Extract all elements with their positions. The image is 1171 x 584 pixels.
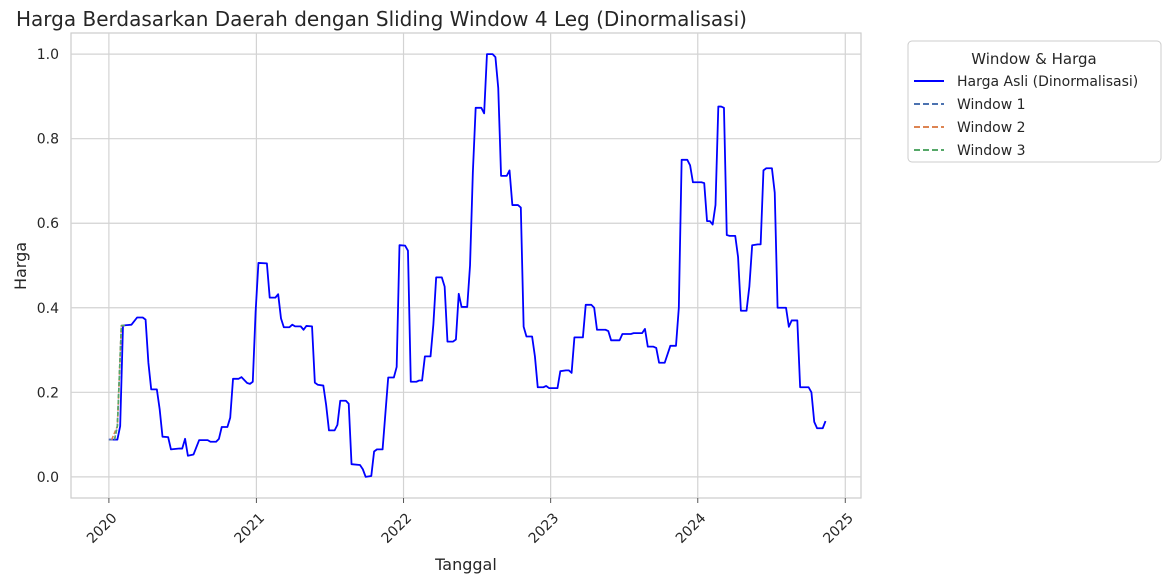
y-tick-label: 0.8 (37, 132, 59, 148)
y-axis-label: Harga (11, 242, 30, 290)
legend-label: Harga Asli (Dinormalisasi) (957, 74, 1138, 90)
series-line-4 (113, 324, 126, 440)
legend-entries: Harga Asli (Dinormalisasi) Window 1 Window… (914, 74, 1138, 159)
chart-title: Harga Berdasarkan Daerah dengan Sliding … (16, 7, 747, 31)
y-tick-label: 0.4 (37, 301, 59, 317)
x-tick-label: 2025 (820, 510, 857, 547)
legend-label: Window 3 (957, 143, 1026, 159)
x-axis-label: Tanggal (434, 555, 497, 574)
series-layer (108, 53, 827, 478)
legend-box (907, 40, 1162, 163)
y-tick-label: 1.0 (37, 47, 59, 63)
plot-area (70, 32, 862, 499)
x-axis: 2020 2021 2022 2023 2024 2025 (84, 498, 857, 547)
y-tick-label: 0.2 (37, 385, 59, 401)
y-tick-label: 0.0 (37, 470, 59, 486)
x-tick-label: 2022 (379, 510, 416, 547)
x-tick-label: 2024 (673, 510, 710, 547)
legend: Window & Harga Harga Asli (Dinormalisasi… (907, 40, 1162, 163)
series-line-1 (108, 53, 827, 478)
legend-label: Window 1 (957, 97, 1026, 113)
legend-title: Window & Harga (971, 50, 1096, 68)
y-tick-label: 0.6 (37, 216, 59, 232)
x-tick-label: 2021 (232, 510, 269, 547)
legend-label: Window 2 (957, 120, 1026, 136)
x-tick-label: 2023 (526, 510, 563, 547)
y-axis: 0.0 0.2 0.4 0.6 0.8 1.0 (37, 47, 59, 486)
x-tick-label: 2020 (84, 510, 121, 547)
